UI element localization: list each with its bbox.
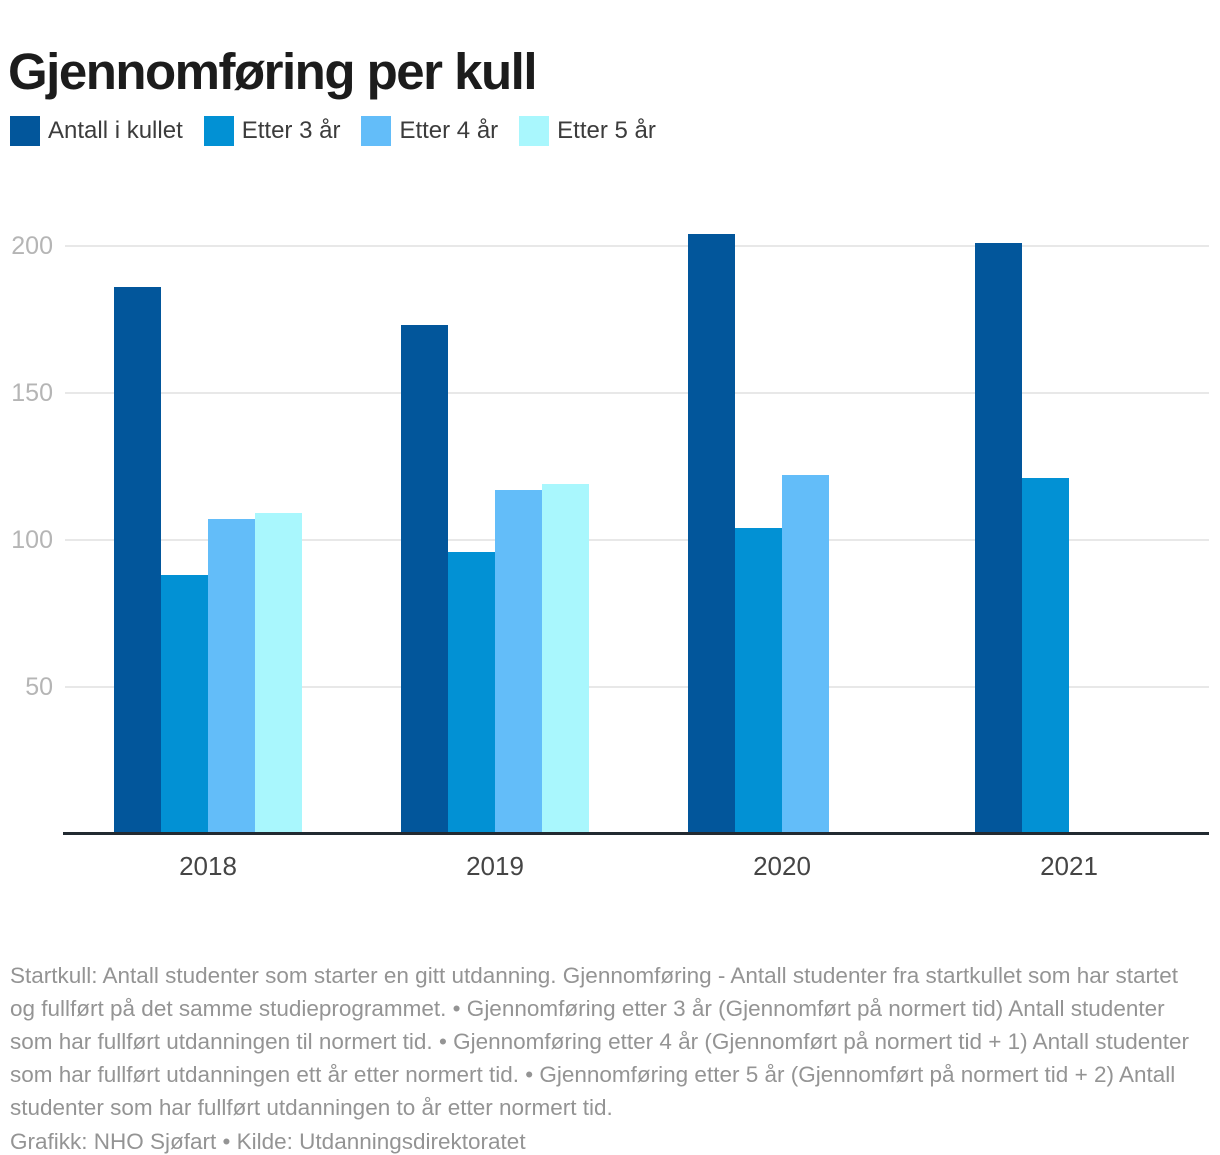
chart-title: Gjennomføring per kull [8,43,538,101]
legend-swatch-icon [203,116,234,146]
bar-2020-series-3 [782,475,829,834]
y-axis-tick-label: 150 [11,379,53,408]
bar-chart: 50 100 150 200 2018 2019 2020 2021 [0,190,1220,890]
legend-item-label: Etter 5 år [557,117,656,144]
bar-2020-series-2 [735,528,782,834]
x-axis-tick-label: 2018 [179,850,237,881]
legend-swatch-icon [361,116,392,146]
legend-item-3: Etter 4 år [361,116,498,146]
x-axis-tick-label: 2020 [753,850,811,881]
legend-item-label: Etter 4 år [399,117,499,144]
bar-2019-series-1 [401,325,448,834]
legend-item-1: Antall i kullet [10,116,183,146]
gridline-200 [65,245,1209,248]
bar-2018-series-1 [114,287,161,834]
legend-item-label: Etter 3 år [241,117,341,144]
gridline-100 [65,538,1209,541]
y-axis-tick-label: 200 [11,232,53,261]
gridline-50 [65,685,1209,688]
y-axis-tick-label: 100 [11,525,53,554]
x-axis-tick-label: 2021 [1040,850,1098,881]
legend-item-4: Etter 5 år [519,116,656,146]
legend-swatch-icon [519,116,550,146]
bar-2019-series-2 [448,551,495,834]
bar-2021-series-1 [975,243,1022,834]
source-credit: Grafikk: NHO Sjøfart • Kilde: Utdannings… [10,1128,526,1154]
bar-2018-series-3 [208,519,255,834]
bar-2020-series-1 [688,234,735,834]
bar-2021-series-2 [1022,478,1069,834]
legend-item-label: Antall i kullet [48,117,183,144]
legend-swatch-icon [10,116,40,146]
x-axis-tick-label: 2019 [466,850,524,881]
bar-2019-series-3 [495,489,542,834]
y-axis-tick-label: 50 [25,672,53,701]
bar-2018-series-4 [255,513,302,834]
gridline-150 [65,392,1209,395]
bar-2019-series-4 [542,484,589,834]
bar-2018-series-2 [161,575,208,834]
legend-item-2: Etter 3 år [203,116,341,146]
footer-description: Startkull: Antall studenter som starter … [10,962,1190,1120]
x-axis-line [63,832,1209,835]
legend: Antall i kullet Etter 3 år Etter 4 år Etter… [10,116,656,146]
